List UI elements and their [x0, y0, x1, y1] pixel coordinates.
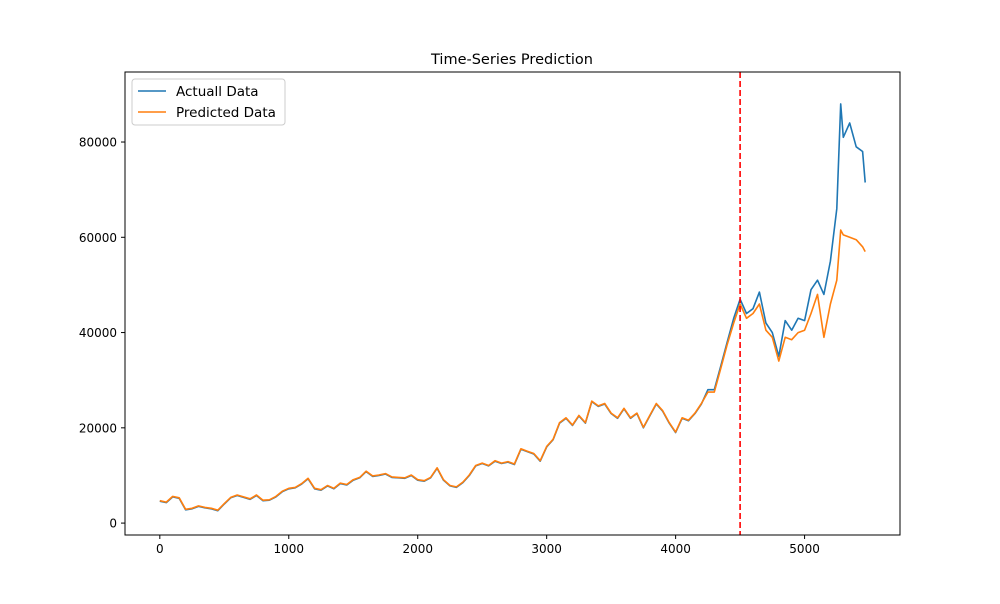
plot-area: [159, 72, 866, 535]
legend-label-actual: Actuall Data: [176, 84, 259, 100]
x-tick-label: 4000: [660, 542, 691, 556]
series-actual-line: [159, 103, 866, 512]
x-tick-label: 2000: [402, 542, 433, 556]
y-tick-label: 40000: [79, 326, 117, 340]
legend: Actuall Data Predicted Data: [131, 78, 286, 126]
x-tick-label: 3000: [531, 542, 562, 556]
y-tick-label: 60000: [79, 231, 117, 245]
x-tick-label: 5000: [789, 542, 820, 556]
legend-label-predicted: Predicted Data: [176, 105, 276, 121]
x-tick-label: 0: [156, 542, 164, 556]
legend-box: [131, 78, 286, 126]
series-predicted-line: [159, 229, 866, 511]
y-tick-label: 0: [109, 517, 117, 531]
axes-frame: [124, 71, 901, 536]
axis-ticks: 0 1000 2000 3000 4000 5000 0 20000 40000 60000 800…: [79, 136, 820, 556]
y-tick-label: 20000: [79, 421, 117, 435]
chart-title: Time-Series Prediction: [430, 52, 593, 68]
y-tick-label: 80000: [79, 136, 117, 150]
x-tick-label: 1000: [273, 542, 304, 556]
